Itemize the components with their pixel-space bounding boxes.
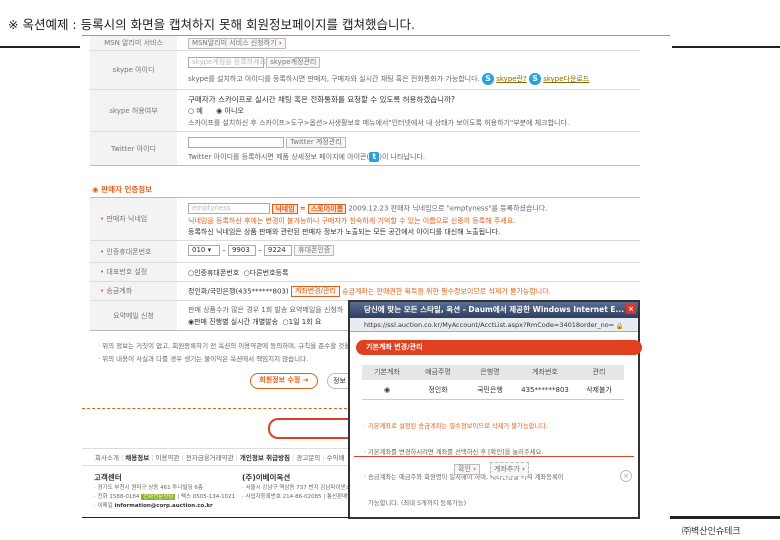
account-table: 기본계좌 예금주명 은행명 계좌번호 관리 ◉ 정인화 국민은행 435******803 삭제… [362,365,624,400]
nickname-row: • 판매자 닉네임 emptyness 닉네임 = 스토어이름 2009.12.… [90,198,640,241]
skype-desc: skype를 설치하고 아이디를 등록하시면 판매자, 구매자와 실시간 채팅 … [188,75,480,83]
footer-link[interactable]: 광고문의 [296,454,321,462]
footer-link[interactable]: 수익배 [326,454,345,462]
notice-title: ※ 옥션예제 : 등록시의 화면을 캡쳐하지 못해 회원정보페이지를 캡쳐했습니… [8,17,415,32]
close-icon[interactable]: × [620,470,632,482]
skype-question: 구매자가 스카이프로 실시간 채팅 혹은 전화통화를 요청할 수 있도록 허용하… [188,95,455,104]
arrow-icon: ➜ [302,376,309,384]
twitter-input[interactable] [188,137,284,148]
note: · 위의 내용이 사실과 다를 경우 생기는 불이익은 옥션에서 책임지지 않습… [98,355,309,363]
phone-mid-input[interactable]: 9903 [227,245,256,256]
bullet-icon: ◉ [92,185,99,194]
twitter-manage-button[interactable]: Twitter 계정관리 [286,137,346,148]
popup-titlebar: 당신에 맞는 모든 스타일, 옥션 - Daum에서 제공한 Windows I… [350,302,638,318]
twitter-row: Twitter 아이디 Twitter 계정관리 Twitter 아이디를 등록… [90,132,640,166]
msn-label: MSN 알리미 서비스 [90,36,177,50]
company-name: ㈜벽산인슈테크 [682,527,741,537]
nickname-badge: 닉네임 [272,203,298,214]
account-popup-window: 당신에 맞는 모든 스타일, 옥션 - Daum에서 제공한 Windows I… [348,300,642,519]
column-header: 예금주명 [425,368,451,376]
nickname-warning: 닉네임을 등록하신 후에는 변경이 불가능하니 구매자가 친숙하게 기억할 수 … [188,217,516,225]
column-header: 계좌번호 [532,368,558,376]
nickname-input[interactable]: emptyness [188,203,270,214]
search-box[interactable] [268,418,352,439]
note: · 위의 정보는 거짓이 없고, 회원등록하기 전 옥션의 이용약관에 동의하며… [98,342,351,350]
lock-icon: 🔒 [615,322,624,330]
contact-form: MSN 알리미 서비스 MSN알리미 서비스 신청하기 › skype 아이디 … [90,36,640,166]
rep-number-row: • 대표번호 설정 ○인증휴대폰번호 ○다른번호등록 [90,263,640,282]
radio-yes[interactable]: ○ [188,107,195,115]
section-heading: ◉ 판매자 인증정보 [92,185,153,194]
twitter-icon: t [369,152,380,162]
column-header: 기본계좌 [374,368,400,376]
email-link[interactable]: information@corp.auction.co.kr [114,503,213,509]
table-cell: 435******803 [521,386,569,394]
edit-member-button[interactable]: 회원정보 수정 ➜ [250,373,318,389]
table-cell: 삭제불가 [586,386,612,394]
divider [672,46,780,48]
skype-allow-label: skype 허용여부 [90,90,177,131]
skype-about-link[interactable]: skype란? [496,75,527,83]
skype-icon: S [482,73,494,85]
radio-rep-other[interactable]: ○ [243,269,250,277]
footer-link[interactable]: 전자금융거래약관 [185,454,234,462]
skype-manage-button[interactable]: skype계정관리 [266,57,321,68]
skype-id-input[interactable]: skype계정을 등록하세요. [188,57,268,68]
divider [0,46,80,48]
store-name-badge: 스토어이름 [307,203,347,214]
skype-download-link[interactable]: skype다운로드 [543,75,590,83]
radio-no[interactable]: ◉ [216,107,223,115]
phone-verify-button[interactable]: 휴대폰인증 [294,245,335,256]
footer-link[interactable]: 개인정보 취급방침 [239,454,291,462]
phone-prefix-select[interactable]: 010 ▾ [188,245,220,256]
msn-row: MSN 알리미 서비스 MSN알리미 서비스 신청하기 › [90,36,640,51]
nickname-label: • 판매자 닉네임 [90,198,177,240]
table-cell: 국민은행 [477,386,503,394]
account-manage-button[interactable]: 계좌변경/관리 [290,286,340,297]
column-header: 관리 [592,368,606,376]
close-window-icon[interactable]: × [626,304,636,314]
add-account-button[interactable]: 계좌추가 › [490,462,529,477]
phone-row: • 인증휴대폰번호 010 ▾ – 9903 – 9224 휴대폰인증 [90,241,640,263]
divider [82,35,670,36]
twitter-label: Twitter 아이디 [90,132,177,165]
msn-apply-button[interactable]: MSN알리미 서비스 신청하기 › [188,38,286,49]
footer-link[interactable]: 이용약관 [155,454,180,462]
skype-allow-desc: 스카이프를 설치하신 후 스카이프>도구>옵션>사생활보호 메뉴에서"인터넷에서… [188,119,570,127]
address-bar: https://ssl.auction.co.kr/MyAccount/Acct… [350,318,638,332]
popup-header: 기본계좌 변경/관리 [356,340,642,355]
skype-id-row: skype 아이디 skype계정을 등록하세요. skype계정관리 skyp… [90,51,640,90]
confirm-button[interactable]: 확인 › [454,464,481,475]
footer-link[interactable]: 채용정보 [125,454,150,462]
phone-consult-badge[interactable]: 전화전문상담 [141,494,176,500]
footer-link[interactable]: 회사소개 [95,454,119,462]
radio-mail-daily[interactable]: ○ [282,318,289,326]
radio-rep-phone[interactable]: ○ [188,269,195,277]
radio-mail-realtime[interactable]: ◉ [188,318,195,326]
nickname-info: 등록하신 닉네임은 상품 판매와 관련된 판매자 정보가 노출되는 모든 공간에… [188,228,501,236]
default-account-radio[interactable]: ◉ [383,386,391,394]
skype-icon: S [528,73,541,85]
account-row: • 송금계좌 정인화/국민은행(435******803) 계좌변경/관리 송금… [90,282,640,301]
divider [82,408,352,409]
column-header: 은행명 [480,368,500,376]
phone-last-input[interactable]: 9224 [263,245,292,256]
table-cell: 정인화 [428,386,448,394]
skype-id-label: skype 아이디 [90,51,177,89]
footer-links: 회사소개 | 채용정보 | 이용약관 | 전자금융거래약관 | 개인정보 취급방… [95,454,345,462]
skype-allow-row: skype 허용여부 구매자가 스카이프로 실시간 채팅 혹은 전화통화를 요청… [90,90,640,132]
